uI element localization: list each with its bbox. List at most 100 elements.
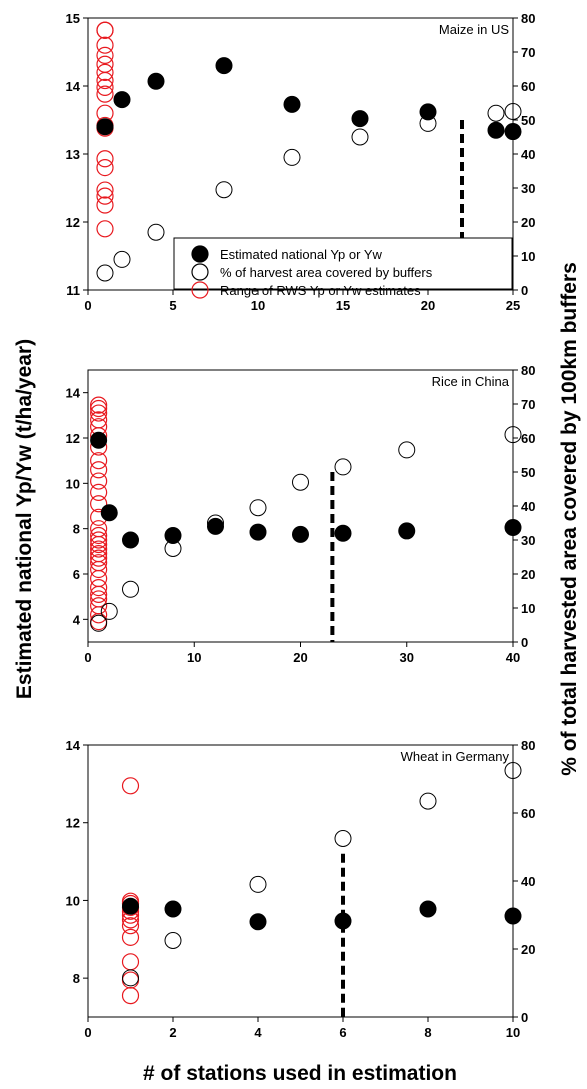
x-tick-label: 25 xyxy=(506,298,520,313)
range-point xyxy=(90,452,108,470)
right-y-tick-label: 20 xyxy=(521,942,535,957)
estimated-point xyxy=(207,517,224,535)
left-y-tick-label: 15 xyxy=(66,11,80,26)
range-point xyxy=(90,554,108,572)
coverage-point xyxy=(292,473,309,491)
legend-label: Range of RWS Yp or Yw estimates xyxy=(220,283,421,298)
estimated-point xyxy=(113,91,131,109)
right-y-tick-label: 70 xyxy=(521,45,535,60)
range-point xyxy=(121,987,140,1005)
chart-panel-2: 0 10 20 30 40 4 6 8 10 12 14 0 10 20 30 40 50 60 70 80 Rice … xyxy=(66,363,536,665)
range-point xyxy=(96,55,114,73)
legend: Estimated national Yp or Yw % of harvest … xyxy=(173,237,513,299)
x-tick-label: 8 xyxy=(424,1025,431,1040)
panel-title: Maize in US xyxy=(439,22,509,37)
coverage-point xyxy=(398,441,416,459)
estimated-point xyxy=(419,103,437,121)
coverage-point xyxy=(419,114,437,132)
coverage-point xyxy=(504,103,522,120)
left-y-tick-label: 10 xyxy=(66,893,80,908)
coverage-point xyxy=(249,875,267,893)
estimated-point xyxy=(504,123,522,141)
left-y-tick-label: 14 xyxy=(66,386,81,401)
range-point xyxy=(96,46,114,65)
left-y-tick-label: 4 xyxy=(73,612,81,627)
coverage-point xyxy=(334,830,352,847)
estimated-point xyxy=(122,531,139,549)
estimated-point xyxy=(487,121,505,139)
range-point xyxy=(96,85,114,103)
range-point xyxy=(121,777,140,795)
right-y-tick-label: 40 xyxy=(521,499,535,514)
range-point xyxy=(96,181,114,199)
legend-label: Estimated national Yp or Yw xyxy=(220,247,382,262)
coverage-point xyxy=(147,223,165,241)
x-axis-label: # of stations used in estimation xyxy=(143,1062,457,1085)
right-y-tick-label: 10 xyxy=(521,601,535,616)
estimated-point xyxy=(398,522,416,540)
chart-panel-3: 0 2 4 6 8 10 8 10 12 14 0 20 40 60 80 Wheat in Germany xyxy=(66,738,536,1040)
left-y-tick-label: 13 xyxy=(66,147,80,162)
x-tick-label: 20 xyxy=(421,298,435,313)
range-point xyxy=(96,36,114,54)
estimated-point xyxy=(334,524,352,542)
estimated-point xyxy=(504,519,522,537)
coverage-point xyxy=(90,614,108,632)
x-tick-label: 4 xyxy=(254,1025,262,1040)
estimated-point xyxy=(122,897,139,915)
range-point xyxy=(96,196,114,214)
range-point xyxy=(96,159,114,177)
x-tick-label: 0 xyxy=(84,1025,91,1040)
left-y-tick-label: 10 xyxy=(66,476,80,491)
range-point xyxy=(96,63,114,82)
estimated-point xyxy=(283,95,301,113)
right-y-tick-label: 0 xyxy=(521,283,528,298)
right-y-tick-label: 40 xyxy=(521,147,535,162)
estimated-point xyxy=(419,900,437,918)
coverage-point xyxy=(283,148,301,166)
right-y-tick-label: 60 xyxy=(521,431,535,446)
right-y-tick-label: 80 xyxy=(521,11,535,26)
estimated-point xyxy=(249,523,267,541)
x-tick-label: 2 xyxy=(169,1025,176,1040)
range-point xyxy=(90,483,108,501)
x-tick-label: 20 xyxy=(293,650,307,665)
range-point xyxy=(90,399,108,418)
range-point xyxy=(90,531,108,549)
estimated-point xyxy=(351,110,369,128)
coverage-point xyxy=(113,250,131,268)
panel-title: Wheat in Germany xyxy=(401,749,510,764)
right-y-tick-label: 60 xyxy=(521,806,535,821)
coverage-point xyxy=(487,104,505,122)
left-y-axis-label: Estimated national Yp/Yw (t/ha/year) xyxy=(13,339,36,699)
range-point xyxy=(90,411,108,429)
range-point xyxy=(90,396,108,414)
range-point xyxy=(90,544,108,563)
range-point xyxy=(90,578,108,597)
coverage-point xyxy=(504,762,522,779)
right-y-tick-label: 80 xyxy=(521,738,535,753)
range-point xyxy=(121,953,140,971)
x-tick-label: 40 xyxy=(506,650,520,665)
left-y-tick-label: 14 xyxy=(66,79,81,94)
range-point xyxy=(121,917,140,935)
estimated-point xyxy=(96,118,114,136)
estimated-point xyxy=(100,504,118,522)
coverage-point xyxy=(504,426,522,444)
x-tick-label: 30 xyxy=(400,650,414,665)
range-point xyxy=(90,612,108,631)
x-tick-label: 6 xyxy=(339,1025,346,1040)
x-tick-label: 5 xyxy=(169,298,176,313)
right-y-tick-label: 50 xyxy=(521,465,535,480)
range-point xyxy=(96,187,114,205)
coverage-point xyxy=(164,540,182,557)
x-tick-label: 0 xyxy=(84,650,91,665)
right-y-tick-label: 50 xyxy=(521,113,535,128)
legend-label: % of harvest area covered by buffers xyxy=(220,265,433,280)
legend-marker xyxy=(191,281,209,299)
left-y-tick-label: 6 xyxy=(73,567,80,582)
range-point xyxy=(90,526,108,545)
left-y-tick-label: 8 xyxy=(73,522,80,537)
coverage-point xyxy=(249,499,267,517)
